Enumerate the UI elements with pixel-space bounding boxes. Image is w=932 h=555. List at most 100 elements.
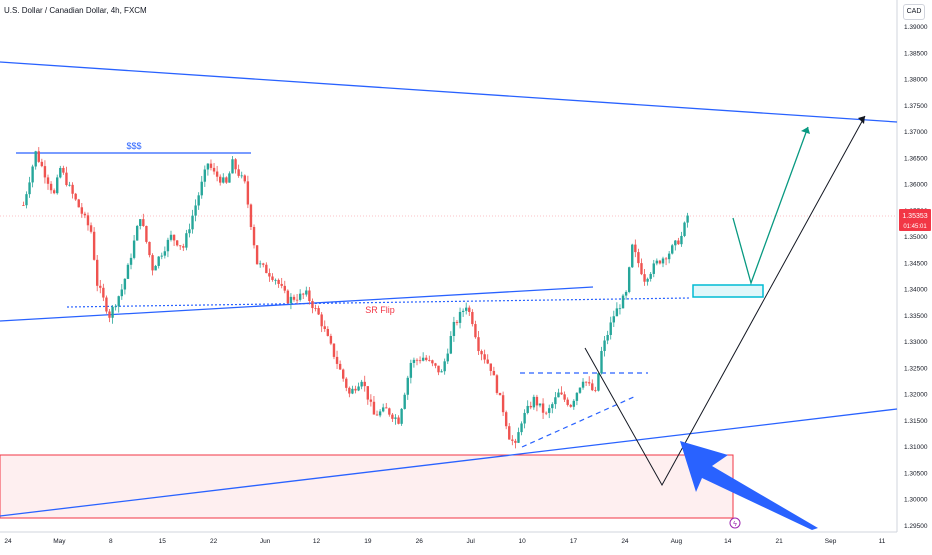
time-axis[interactable]: 24 May 8 15 22 Jun 12 19 26 Jul 10 17 24 Aug 14 21 Sep 11: [4, 538, 885, 545]
candle-body[interactable]: [686, 215, 689, 223]
rising-wedge-dashed-line[interactable]: [521, 395, 637, 448]
candle-body[interactable]: [523, 412, 526, 424]
candle-body[interactable]: [606, 334, 609, 341]
candle-body[interactable]: [225, 177, 228, 183]
candle-body[interactable]: [385, 407, 388, 409]
candle-body[interactable]: [31, 166, 34, 183]
candle-body[interactable]: [551, 404, 554, 409]
candle-body[interactable]: [431, 360, 434, 364]
candle-body[interactable]: [172, 234, 176, 241]
candle-body[interactable]: [323, 326, 326, 329]
candle-body[interactable]: [175, 240, 179, 246]
candle-body[interactable]: [56, 177, 59, 194]
candle-body[interactable]: [28, 182, 31, 195]
candle-body[interactable]: [43, 166, 47, 178]
candle-body[interactable]: [378, 411, 382, 416]
candle-body[interactable]: [391, 414, 394, 419]
candle-body[interactable]: [338, 363, 342, 370]
lower-support-trendline[interactable]: [0, 408, 898, 517]
candle-body[interactable]: [74, 193, 77, 200]
candle-body[interactable]: [501, 395, 505, 413]
candle-body[interactable]: [581, 381, 585, 388]
candle-body[interactable]: [258, 263, 262, 265]
candle-body[interactable]: [532, 396, 536, 408]
candle-body[interactable]: [92, 231, 96, 260]
candle-body[interactable]: [520, 423, 523, 433]
candle-body[interactable]: [83, 213, 87, 216]
candle-body[interactable]: [320, 314, 323, 327]
candle-body[interactable]: [483, 354, 486, 360]
candle-body[interactable]: [677, 240, 680, 245]
candle-body[interactable]: [22, 205, 25, 206]
candle-body[interactable]: [71, 184, 74, 194]
candle-body[interactable]: [52, 190, 56, 194]
retest-zone-box[interactable]: [692, 284, 764, 298]
candle-body[interactable]: [169, 234, 173, 240]
candle-body[interactable]: [249, 204, 253, 227]
candle-body[interactable]: [624, 291, 628, 296]
candle-body[interactable]: [142, 219, 145, 226]
candle-body[interactable]: [271, 276, 274, 280]
price-axis[interactable]: 1.39000 1.38500 1.38000 1.37500 1.37000 1.365…: [904, 24, 928, 530]
candle-body[interactable]: [643, 274, 646, 282]
candle-body[interactable]: [135, 225, 139, 241]
candle-body[interactable]: [197, 195, 200, 206]
candle-body[interactable]: [486, 359, 489, 364]
candle-body[interactable]: [292, 296, 296, 300]
candle-body[interactable]: [68, 184, 71, 186]
candle-body[interactable]: [185, 233, 188, 248]
candle-body[interactable]: [425, 357, 428, 361]
candle-body[interactable]: [191, 215, 194, 230]
candle-body[interactable]: [674, 240, 677, 246]
candle-body[interactable]: [409, 362, 413, 378]
candle-body[interactable]: [680, 235, 683, 245]
candle-body[interactable]: [434, 363, 437, 366]
candle-body[interactable]: [139, 219, 142, 226]
candle-body[interactable]: [231, 159, 234, 174]
candle-body[interactable]: [560, 392, 563, 395]
candle-body[interactable]: [246, 181, 250, 205]
candle-body[interactable]: [461, 310, 465, 312]
candle-body[interactable]: [308, 290, 311, 302]
candle-body[interactable]: [584, 381, 588, 383]
candle-body[interactable]: [428, 360, 431, 361]
candle-body[interactable]: [517, 432, 520, 443]
candle-body[interactable]: [219, 176, 222, 183]
candle-body[interactable]: [354, 388, 357, 391]
candle-body[interactable]: [108, 311, 111, 318]
candle-body[interactable]: [421, 357, 425, 361]
candle-body[interactable]: [575, 392, 579, 401]
candle-body[interactable]: [326, 328, 330, 336]
candle-body[interactable]: [132, 240, 136, 258]
candle-body[interactable]: [563, 394, 566, 400]
candle-body[interactable]: [311, 301, 314, 309]
candle-body[interactable]: [111, 306, 114, 318]
candle-body[interactable]: [166, 239, 170, 252]
candle-body[interactable]: [243, 175, 246, 182]
candle-body[interactable]: [302, 293, 305, 295]
candle-body[interactable]: [569, 404, 572, 407]
candle-body[interactable]: [366, 386, 369, 400]
blue-pointer-arrow[interactable]: [680, 441, 818, 530]
candle-body[interactable]: [160, 255, 163, 257]
candle-body[interactable]: [89, 225, 93, 232]
candle-body[interactable]: [538, 403, 542, 406]
candle-body[interactable]: [212, 167, 216, 172]
candle-body[interactable]: [508, 426, 511, 440]
candle-body[interactable]: [541, 403, 545, 413]
candle-body[interactable]: [317, 308, 320, 315]
candle-body[interactable]: [329, 335, 333, 344]
candle-body[interactable]: [148, 241, 151, 256]
candle-body[interactable]: [335, 356, 339, 364]
candle-body[interactable]: [615, 308, 619, 317]
candle-body[interactable]: [305, 290, 308, 295]
candle-body[interactable]: [443, 361, 446, 372]
candle-body[interactable]: [179, 245, 182, 247]
candle-body[interactable]: [49, 183, 53, 191]
candle-body[interactable]: [480, 351, 483, 355]
candle-body[interactable]: [637, 252, 640, 264]
candle-body[interactable]: [557, 392, 560, 398]
candle-body[interactable]: [268, 273, 271, 277]
